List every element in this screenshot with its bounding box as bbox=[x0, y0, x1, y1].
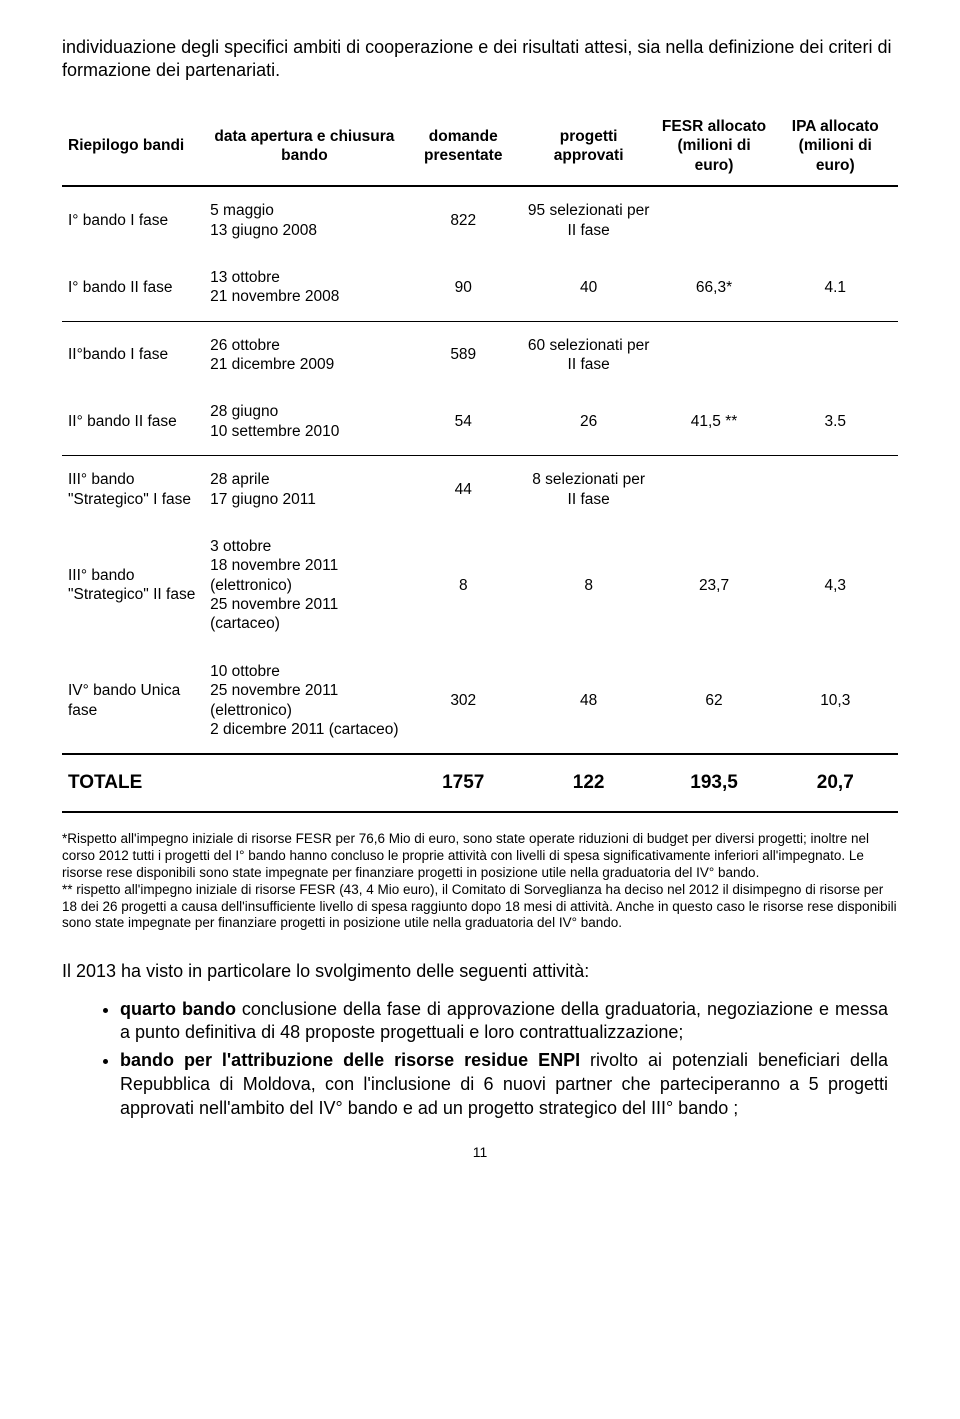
table-cell: 90 bbox=[405, 254, 522, 321]
total-c4: 122 bbox=[522, 754, 656, 812]
total-c3: 1757 bbox=[405, 754, 522, 812]
table-footnotes: *Rispetto all'impegno iniziale di risors… bbox=[62, 831, 898, 932]
table-cell: I° bando II fase bbox=[62, 254, 204, 321]
bullet-bold: quarto bando bbox=[120, 999, 236, 1019]
table-cell bbox=[656, 321, 773, 388]
table-row: IV° bando Unica fase10 ottobre25 novembr… bbox=[62, 648, 898, 755]
th-fesr: FESR allocato (milioni di euro) bbox=[656, 109, 773, 186]
th-data: data apertura e chiusura bando bbox=[204, 109, 405, 186]
th-ipa: IPA allocato (milioni di euro) bbox=[773, 109, 898, 186]
table-body: I° bando I fase5 maggio13 giugno 2008822… bbox=[62, 186, 898, 754]
table-cell: 48 bbox=[522, 648, 656, 755]
table-cell: 66,3* bbox=[656, 254, 773, 321]
bullet-rest: conclusione della fase di approvazione d… bbox=[120, 999, 888, 1043]
table-row: II°bando I fase26 ottobre21 dicembre 200… bbox=[62, 321, 898, 388]
table-cell: 4.1 bbox=[773, 254, 898, 321]
table-cell: 8 bbox=[405, 523, 522, 648]
summary-table: Riepilogo bandi data apertura e chiusura… bbox=[62, 109, 898, 813]
table-cell bbox=[656, 456, 773, 523]
table-cell: 5 maggio13 giugno 2008 bbox=[204, 186, 405, 254]
total-c5: 193,5 bbox=[656, 754, 773, 812]
table-cell: 302 bbox=[405, 648, 522, 755]
page-number: 11 bbox=[62, 1144, 898, 1162]
table-cell: 28 giugno10 settembre 2010 bbox=[204, 388, 405, 455]
total-label: TOTALE bbox=[62, 754, 204, 812]
total-empty bbox=[204, 754, 405, 812]
table-row: I° bando II fase13 ottobre21 novembre 20… bbox=[62, 254, 898, 321]
activity-list: quarto bando conclusione della fase di a… bbox=[62, 998, 898, 1121]
table-cell: III° bando "Strategico" II fase bbox=[62, 523, 204, 648]
table-row: I° bando I fase5 maggio13 giugno 2008822… bbox=[62, 186, 898, 254]
table-cell: 23,7 bbox=[656, 523, 773, 648]
table-cell: II°bando I fase bbox=[62, 321, 204, 388]
table-cell: 3 ottobre18 novembre 2011 (elettronico)2… bbox=[204, 523, 405, 648]
table-cell: II° bando II fase bbox=[62, 388, 204, 455]
table-cell: 3.5 bbox=[773, 388, 898, 455]
table-row: III° bando "Strategico" I fase28 aprile1… bbox=[62, 456, 898, 523]
th-bandi: Riepilogo bandi bbox=[62, 109, 204, 186]
table-cell: 54 bbox=[405, 388, 522, 455]
table-cell: I° bando I fase bbox=[62, 186, 204, 254]
table-cell: IV° bando Unica fase bbox=[62, 648, 204, 755]
table-cell: 8 selezionati per II fase bbox=[522, 456, 656, 523]
bullet-bold: bando per l'attribuzione delle risorse r… bbox=[120, 1050, 580, 1070]
table-total-row: TOTALE 1757 122 193,5 20,7 bbox=[62, 754, 898, 812]
table-cell bbox=[773, 456, 898, 523]
table-cell: 41,5 ** bbox=[656, 388, 773, 455]
table-cell: 60 selezionati per II fase bbox=[522, 321, 656, 388]
table-cell: 10 ottobre25 novembre 2011 (elettronico)… bbox=[204, 648, 405, 755]
table-cell: 62 bbox=[656, 648, 773, 755]
total-c6: 20,7 bbox=[773, 754, 898, 812]
table-cell: 28 aprile17 giugno 2011 bbox=[204, 456, 405, 523]
intro-2013: Il 2013 ha visto in particolare lo svolg… bbox=[62, 960, 898, 983]
list-item: bando per l'attribuzione delle risorse r… bbox=[120, 1049, 898, 1120]
table-cell: 4,3 bbox=[773, 523, 898, 648]
table-cell: 822 bbox=[405, 186, 522, 254]
table-cell: 10,3 bbox=[773, 648, 898, 755]
table-cell: 26 bbox=[522, 388, 656, 455]
table-cell: 589 bbox=[405, 321, 522, 388]
intro-paragraph: individuazione degli specifici ambiti di… bbox=[62, 36, 898, 81]
table-cell: 40 bbox=[522, 254, 656, 321]
table-cell: 95 selezionati per II fase bbox=[522, 186, 656, 254]
table-cell: 13 ottobre21 novembre 2008 bbox=[204, 254, 405, 321]
th-progetti: progetti approvati bbox=[522, 109, 656, 186]
table-cell: 26 ottobre21 dicembre 2009 bbox=[204, 321, 405, 388]
table-cell: 44 bbox=[405, 456, 522, 523]
table-row: III° bando "Strategico" II fase3 ottobre… bbox=[62, 523, 898, 648]
table-cell bbox=[656, 186, 773, 254]
table-cell: 8 bbox=[522, 523, 656, 648]
table-header-row: Riepilogo bandi data apertura e chiusura… bbox=[62, 109, 898, 186]
table-cell bbox=[773, 321, 898, 388]
th-domande: domande presentate bbox=[405, 109, 522, 186]
table-cell: III° bando "Strategico" I fase bbox=[62, 456, 204, 523]
list-item: quarto bando conclusione della fase di a… bbox=[120, 998, 898, 1046]
table-cell bbox=[773, 186, 898, 254]
table-row: II° bando II fase28 giugno10 settembre 2… bbox=[62, 388, 898, 455]
